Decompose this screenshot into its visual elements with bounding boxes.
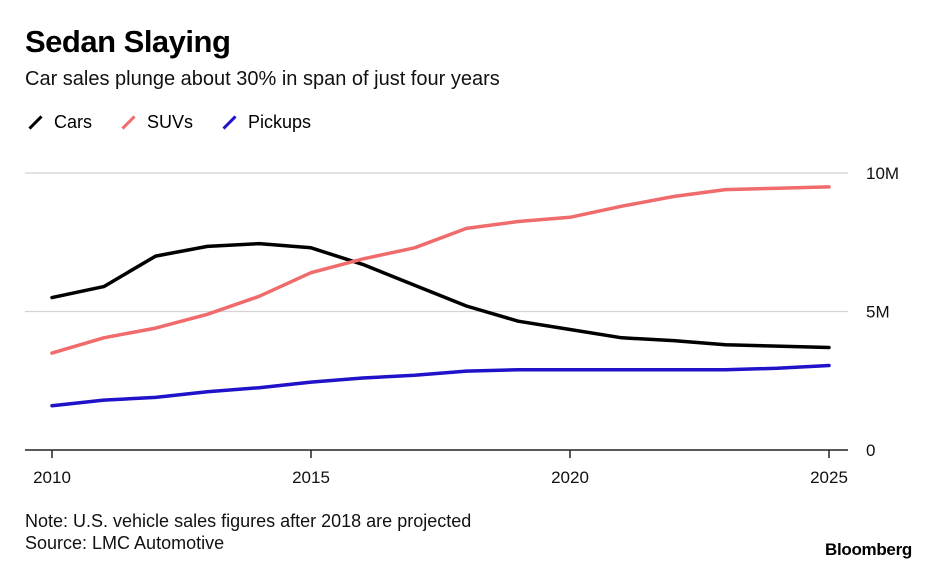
- legend-label-cars: Cars: [54, 112, 93, 132]
- series-line-cars: [50, 241, 831, 350]
- source-text: Source: LMC Automotive: [25, 533, 225, 553]
- note-text: Note: U.S. vehicle sales figures after 2…: [25, 511, 472, 531]
- y-tick-label-0: 0: [866, 441, 875, 460]
- legend-label-suvs: SUVs: [147, 112, 194, 132]
- x-tick-label-1: 2015: [292, 468, 330, 487]
- legend-label-pickups: Pickups: [248, 112, 312, 132]
- legend-item-pickups: Pickups: [219, 112, 311, 133]
- legend-item-suvs: SUVs: [118, 112, 193, 133]
- x-tick-label-0: 2010: [33, 468, 71, 487]
- legend: Cars SUVs Pickups: [25, 112, 337, 133]
- series-line-suvs: [50, 185, 831, 355]
- legend-item-cars: Cars: [25, 112, 92, 133]
- brand-logo: Bloomberg: [824, 540, 912, 559]
- x-tick-label-3: 2025: [810, 468, 848, 487]
- x-tick-label-2: 2020: [551, 468, 589, 487]
- chart-footnote: Note: U.S. vehicle sales figures after 2…: [25, 510, 471, 554]
- y-tick-label-1: 5M: [866, 303, 890, 322]
- y-tick-label-2: 10M: [866, 164, 899, 183]
- chart-subtitle: Car sales plunge about 30% in span of ju…: [25, 68, 500, 90]
- chart-title: Sedan Slaying: [25, 24, 231, 59]
- series-line-pickups: [50, 363, 831, 408]
